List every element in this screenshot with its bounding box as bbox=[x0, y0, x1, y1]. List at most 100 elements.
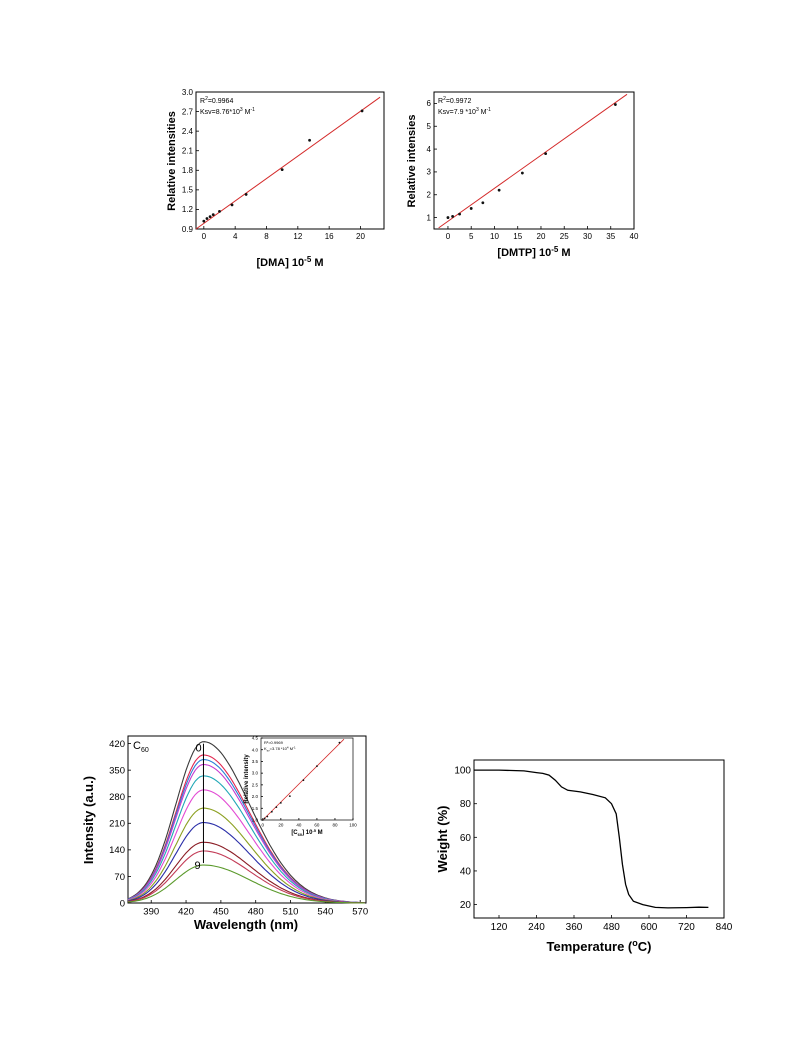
y-tick-label: 6 bbox=[427, 99, 432, 108]
y-tick-label: 70 bbox=[114, 872, 125, 883]
ksv-annotation: Ksv=7.9 *103 M-1 bbox=[438, 107, 491, 116]
inset-data-point bbox=[316, 765, 318, 768]
x-tick-label: 5 bbox=[469, 232, 474, 241]
y-tick-label: 1 bbox=[427, 213, 432, 222]
plot-frame bbox=[127, 735, 367, 904]
x-tick-label: 20 bbox=[356, 232, 365, 241]
data-point bbox=[202, 219, 206, 223]
x-tick-label: 480 bbox=[603, 922, 620, 933]
data-point bbox=[446, 216, 450, 219]
spectrum-curve bbox=[127, 822, 365, 904]
data-point bbox=[451, 215, 455, 218]
x-tick-label: 600 bbox=[641, 922, 658, 933]
data-point bbox=[520, 171, 524, 175]
tga-chart-panel: 120 240 360 480 600 720 840 20 40 60 80 100 Tempera… bbox=[432, 750, 742, 960]
x-tick-label: 570 bbox=[352, 907, 368, 918]
weight-loss-curve bbox=[474, 769, 709, 909]
y-tick-label: 1.5 bbox=[182, 186, 194, 195]
spectrum-curve bbox=[127, 789, 365, 904]
data-point bbox=[208, 215, 212, 219]
c60-inset-chart: 0 20 40 60 80 100 1.0 1.5 2.0 2.5 3.0 3.5 4.0 4.5 R²=… bbox=[244, 736, 357, 837]
data-point bbox=[458, 212, 461, 216]
x-tick-label: 0 bbox=[262, 823, 265, 828]
y-tick-label: 2.0 bbox=[252, 794, 259, 799]
data-point bbox=[205, 217, 209, 220]
y-tick-label: 4 bbox=[427, 145, 432, 154]
x-tick-label: 20 bbox=[278, 823, 284, 828]
plot-frame bbox=[433, 91, 635, 230]
y-tick-label: 210 bbox=[109, 819, 125, 830]
data-point bbox=[218, 209, 221, 213]
curve-label-bottom: 9 bbox=[194, 860, 200, 872]
y-tick-label: 1.2 bbox=[182, 205, 194, 214]
y-tick-label: 140 bbox=[109, 845, 125, 856]
inset-data-point bbox=[288, 795, 291, 798]
y-tick-label: 5 bbox=[427, 122, 432, 131]
x-axis-title: Temperature (oC) bbox=[547, 938, 652, 954]
x-tick-label: 12 bbox=[293, 232, 302, 241]
inset-data-point bbox=[302, 779, 305, 782]
y-tick-label: 420 bbox=[109, 739, 125, 750]
x-axis-title: Wavelength (nm) bbox=[194, 917, 298, 932]
y-tick-label: 4.0 bbox=[252, 747, 259, 752]
y-tick-label: 3.0 bbox=[182, 88, 194, 97]
x-tick-label: 450 bbox=[213, 907, 229, 918]
fit-line bbox=[195, 96, 381, 230]
x-tick-label: 120 bbox=[491, 922, 508, 933]
x-tick-label: 40 bbox=[296, 823, 302, 828]
x-tick-label: 35 bbox=[606, 232, 615, 241]
y-tick-label: 2.1 bbox=[182, 147, 194, 156]
y-tick-label: 3.5 bbox=[252, 759, 259, 764]
inset-data-point bbox=[266, 815, 269, 818]
x-tick-label: 0 bbox=[202, 232, 207, 241]
c60-corner-label: C60 bbox=[133, 740, 149, 754]
ksv-annotation: Ksv=8.76*103 M-1 bbox=[200, 107, 255, 116]
y-tick-label: 20 bbox=[460, 900, 472, 911]
data-point bbox=[280, 168, 284, 172]
data-point bbox=[469, 207, 473, 210]
curve-label-top: 0 bbox=[195, 743, 201, 755]
x-tick-label: 10 bbox=[490, 232, 499, 241]
y-tick-label: 40 bbox=[460, 866, 472, 877]
inset-data-point bbox=[279, 801, 282, 804]
data-point bbox=[481, 201, 485, 205]
data-point bbox=[244, 193, 248, 196]
tga-chart: 120 240 360 480 600 720 840 20 40 60 80 100 Tempera… bbox=[435, 759, 733, 954]
x-tick-label: 20 bbox=[537, 232, 546, 241]
x-tick-label: 8 bbox=[264, 232, 269, 241]
y-tick-label: 1.0 bbox=[252, 818, 259, 823]
inset-r2-annotation: R²=0.9969 bbox=[264, 740, 284, 745]
dmtp-chart: 0 5 10 15 20 25 30 35 40 1 2 3 4 5 6 R2=0.9972 Ksv=7.9… bbox=[406, 91, 639, 259]
x-tick-label: 510 bbox=[283, 907, 299, 918]
inset-x-axis-title: [C60] 10-5 M bbox=[291, 828, 322, 837]
y-tick-label: 0.9 bbox=[182, 225, 194, 234]
data-point bbox=[613, 103, 617, 106]
inset-data-point bbox=[263, 817, 266, 820]
x-tick-label: 480 bbox=[248, 907, 264, 918]
x-tick-label: 40 bbox=[630, 232, 639, 241]
r2-annotation: R2=0.9964 bbox=[200, 96, 233, 105]
data-point bbox=[497, 188, 501, 192]
inset-data-point bbox=[338, 741, 341, 744]
inset-data-point bbox=[275, 806, 278, 809]
plot-frame bbox=[473, 759, 725, 919]
x-tick-label: 100 bbox=[349, 823, 357, 828]
data-point bbox=[360, 109, 364, 113]
data-point bbox=[544, 152, 548, 156]
x-tick-label: 360 bbox=[566, 922, 583, 933]
y-tick-label: 1.5 bbox=[252, 806, 259, 811]
r2-annotation: R2=0.9972 bbox=[438, 96, 471, 105]
dma-chart-panel: 0 4 8 12 16 20 0.9 1.2 1.5 1.8 2.1 2.4 2.7 3.0 R2=0.9… bbox=[160, 83, 392, 273]
y-tick-label: 4.5 bbox=[252, 736, 259, 741]
x-tick-label: 16 bbox=[325, 232, 334, 241]
x-tick-label: 4 bbox=[233, 232, 238, 241]
x-tick-label: 420 bbox=[178, 907, 194, 918]
y-tick-label: 60 bbox=[460, 833, 472, 844]
y-tick-label: 2.4 bbox=[182, 127, 194, 136]
data-point bbox=[230, 203, 234, 207]
dmtp-chart-panel: 0 5 10 15 20 25 30 35 40 1 2 3 4 5 6 R2=0.9972 Ksv=7.9… bbox=[402, 83, 642, 273]
inset-y-axis-title: Relative intensity bbox=[244, 754, 250, 804]
x-tick-label: 540 bbox=[317, 907, 333, 918]
x-tick-label: 15 bbox=[513, 232, 522, 241]
x-tick-label: 60 bbox=[314, 823, 320, 828]
